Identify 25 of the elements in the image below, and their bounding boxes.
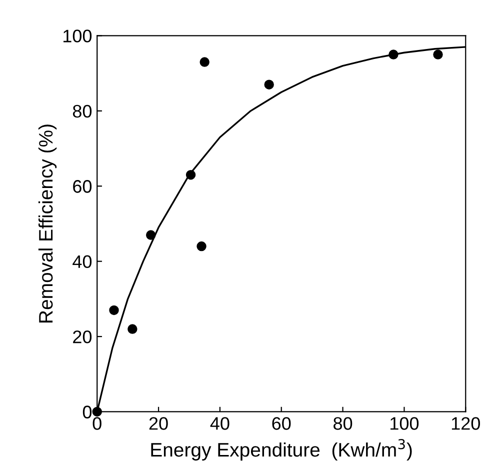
x-tick-label: 120 xyxy=(452,417,480,430)
point xyxy=(433,50,443,60)
point xyxy=(146,230,156,240)
x-tick-label: 60 xyxy=(272,417,291,430)
y-tick-label: 60 xyxy=(73,180,92,193)
point xyxy=(388,50,398,60)
x-axis-title: Energy Expenditure (Kwh/m$^{3}$) xyxy=(151,438,412,461)
point xyxy=(92,406,102,417)
x-tick-label: 100 xyxy=(390,417,419,430)
point xyxy=(200,57,210,67)
point xyxy=(196,241,206,252)
x-tick-label: 40 xyxy=(210,417,230,430)
point xyxy=(264,80,274,90)
y-axis-title: Removal Efficiency (%) xyxy=(38,124,57,322)
point xyxy=(109,305,119,316)
y-tick-label: 40 xyxy=(72,255,92,268)
y-tick-label: 0 xyxy=(82,406,92,418)
y-tick-label: 20 xyxy=(73,330,92,344)
x-tick-label: 0 xyxy=(92,417,102,430)
point xyxy=(128,324,138,334)
x-tick-label: 20 xyxy=(149,417,168,430)
y-tick-label: 80 xyxy=(72,104,92,118)
point xyxy=(186,170,196,180)
x-tick-label: 80 xyxy=(334,417,352,430)
y-tick-label: 100 xyxy=(64,30,92,42)
